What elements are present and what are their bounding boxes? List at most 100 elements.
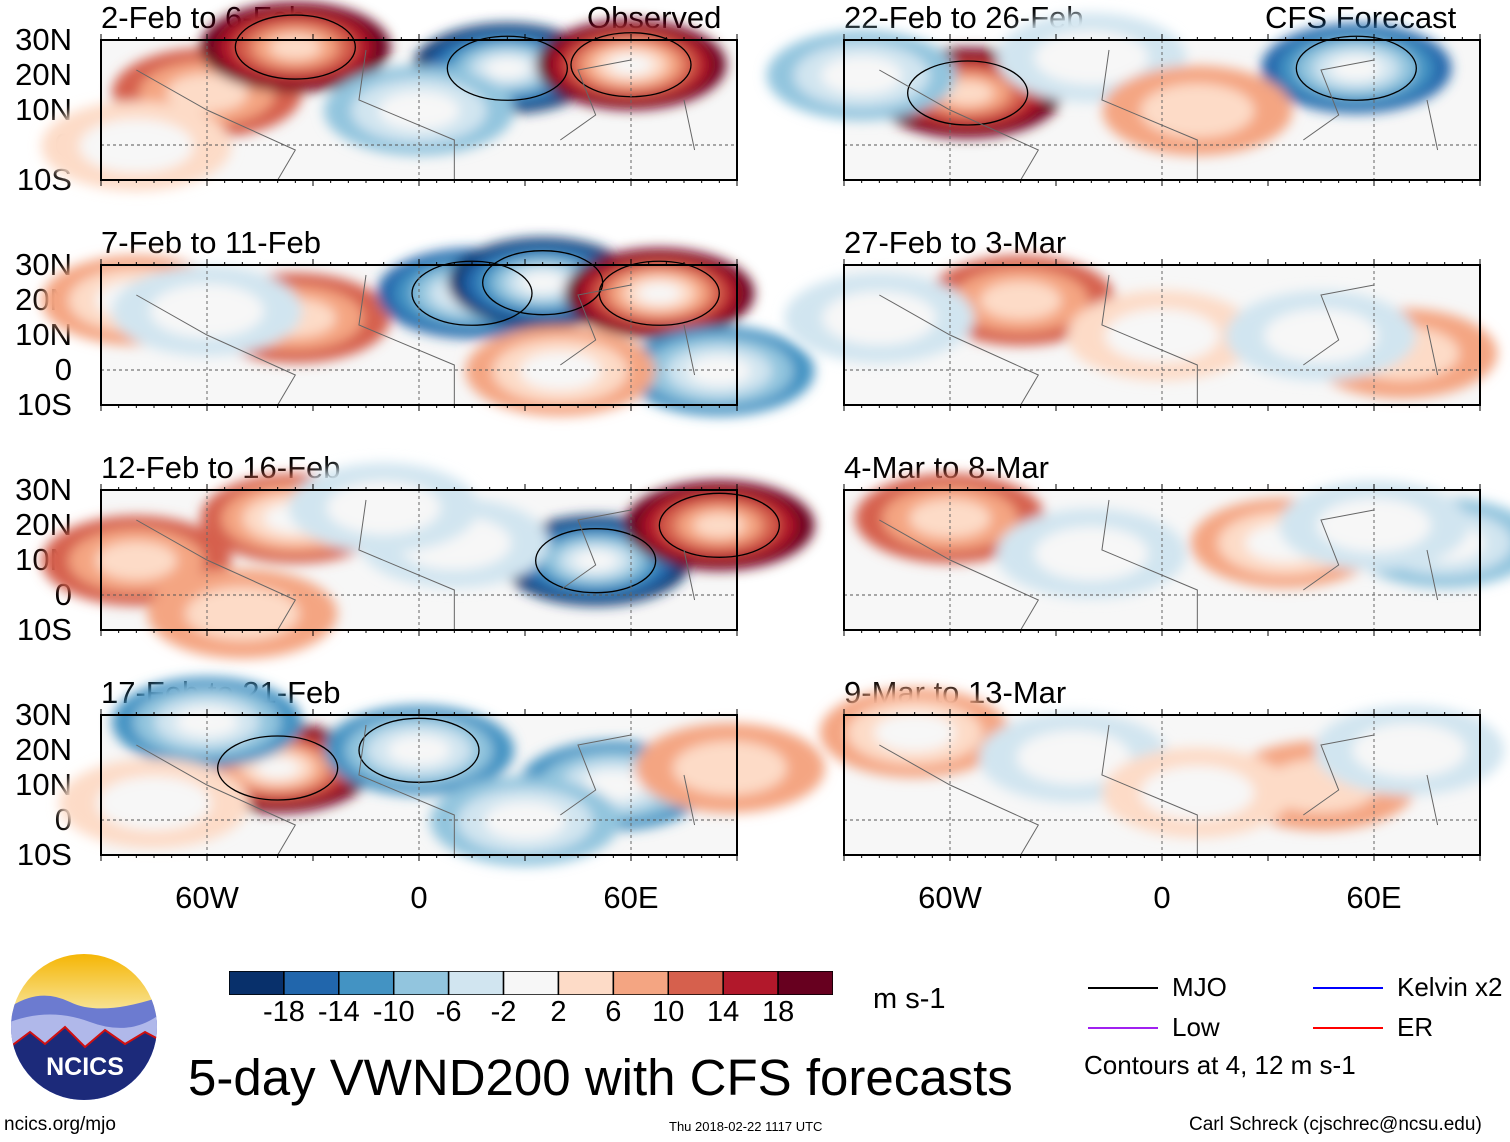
anomaly-fill (693, 513, 746, 538)
colorbar-tick-label: -14 (317, 996, 360, 1028)
y-tick-label: 30N (15, 22, 72, 57)
coastline (136, 499, 696, 631)
colorbar-swatch (283, 971, 340, 995)
colorbar-tick-label: -10 (372, 996, 415, 1028)
colorbar-tick-label: -18 (262, 996, 305, 1028)
legend-label: ER (1397, 1012, 1434, 1042)
colorbar-swatch (667, 971, 724, 995)
anomaly-fill (637, 282, 682, 304)
panel-title: 7-Feb to 11-Feb (101, 225, 321, 260)
colorbar (229, 971, 833, 995)
anomaly-fill (820, 56, 903, 95)
anomaly-fill (1330, 55, 1383, 81)
anomaly-fill (1140, 765, 1255, 820)
x-tick-label: 0 (1153, 880, 1171, 915)
anomaly-fill (79, 119, 194, 173)
map-panel (784, 255, 1498, 411)
figure-title: 5-day VWND200 with CFS forecasts (188, 1049, 1013, 1106)
logo-text: NCICS (46, 1053, 124, 1081)
y-tick-label: 30N (15, 472, 72, 507)
colorbar-tick-label: 2 (550, 996, 567, 1028)
colorbar-tick-label: -2 (490, 996, 517, 1028)
contour-note: Contours at 4, 12 m s-1 (1084, 1050, 1356, 1080)
units-label: m s-1 (873, 983, 946, 1015)
mjo-contour (411, 260, 533, 326)
map-panel (819, 687, 1505, 861)
ncics-logo: NCICS (11, 954, 157, 1100)
colorbar-tick-label: 14 (707, 996, 740, 1028)
anomaly-fill (1264, 308, 1378, 363)
y-tick-label: 20N (15, 57, 72, 92)
mjo-contour (234, 14, 356, 80)
panel-title: 27-Feb to 3-Mar (844, 225, 1067, 260)
anomaly-fill (909, 498, 991, 538)
mjo-contour (907, 60, 1029, 126)
anomaly-fill (822, 291, 937, 345)
anomaly-fill (484, 801, 566, 841)
legend-line (1088, 1027, 1158, 1029)
coastline (879, 724, 1439, 856)
colorbar-swatch (502, 971, 560, 995)
anomaly-fill (166, 73, 248, 113)
anomaly-fill (150, 283, 264, 338)
colorbar-swatch (392, 971, 450, 995)
timestamp: Thu 2018-02-22 1117 UTC (669, 1119, 823, 1134)
colorbar-tick-label: 6 (605, 996, 622, 1028)
anomaly-fill (255, 757, 300, 779)
mjo-contour (446, 35, 568, 101)
legend-line (1088, 987, 1158, 989)
colorbar-swatch (447, 971, 505, 995)
anomaly-fill (520, 272, 565, 294)
anomaly-fill (95, 541, 178, 580)
y-tick-label: 10S (16, 387, 72, 422)
anomaly-fill (573, 550, 618, 572)
colorbar-swatch (229, 971, 285, 995)
anomaly-fill (378, 91, 460, 130)
anomaly-fill (1352, 723, 1467, 778)
anomaly-fill (979, 281, 1062, 320)
anomaly-fill (687, 356, 751, 386)
mjo-contour (598, 260, 720, 326)
mjo-contour (1295, 35, 1417, 101)
coastline (136, 274, 696, 406)
legend-label: MJO (1172, 972, 1227, 1002)
coastline (879, 49, 1439, 181)
anomaly-fill (1317, 498, 1431, 553)
anomaly-fill (387, 735, 451, 766)
anomaly-fill (97, 776, 211, 831)
colorbar-swatch (722, 971, 779, 995)
y-tick-label: 30N (15, 697, 72, 732)
anomaly-fill (1034, 30, 1149, 85)
anomaly-fill (326, 480, 441, 535)
url-label[interactable]: ncics.org/mjo (4, 1114, 116, 1135)
coastline (879, 274, 1439, 406)
mjo-contour (658, 492, 780, 558)
legend-line (1313, 1027, 1383, 1029)
colorbar-swatch (338, 971, 395, 995)
anomaly-fill (485, 57, 530, 79)
map-panel (41, 237, 815, 416)
map-panel (41, 2, 738, 191)
x-tick-label: 60E (1346, 880, 1402, 915)
anomaly-fill (185, 586, 300, 641)
y-tick-label: 0 (54, 352, 72, 387)
mjo-contour (535, 528, 657, 594)
anomaly-fill (1105, 308, 1219, 363)
x-tick-label: 60W (175, 880, 239, 915)
anomaly-fill (941, 80, 994, 106)
y-tick-label: 10S (16, 837, 72, 872)
anomaly-fill (1140, 83, 1255, 138)
colorbar-tick-label: 10 (652, 996, 685, 1028)
colorbar-swatch (777, 971, 833, 995)
mjo-contour (217, 735, 339, 801)
map-panel (59, 677, 825, 866)
x-tick-label: 60W (918, 880, 982, 915)
coastline (136, 49, 696, 181)
coastline (879, 499, 1439, 631)
colorbar-tick-label: -6 (435, 996, 462, 1028)
legend-label: Low (1172, 1012, 1220, 1042)
coastline (136, 724, 696, 856)
y-tick-label: 10S (16, 612, 72, 647)
colorbar-swatch (612, 971, 670, 995)
